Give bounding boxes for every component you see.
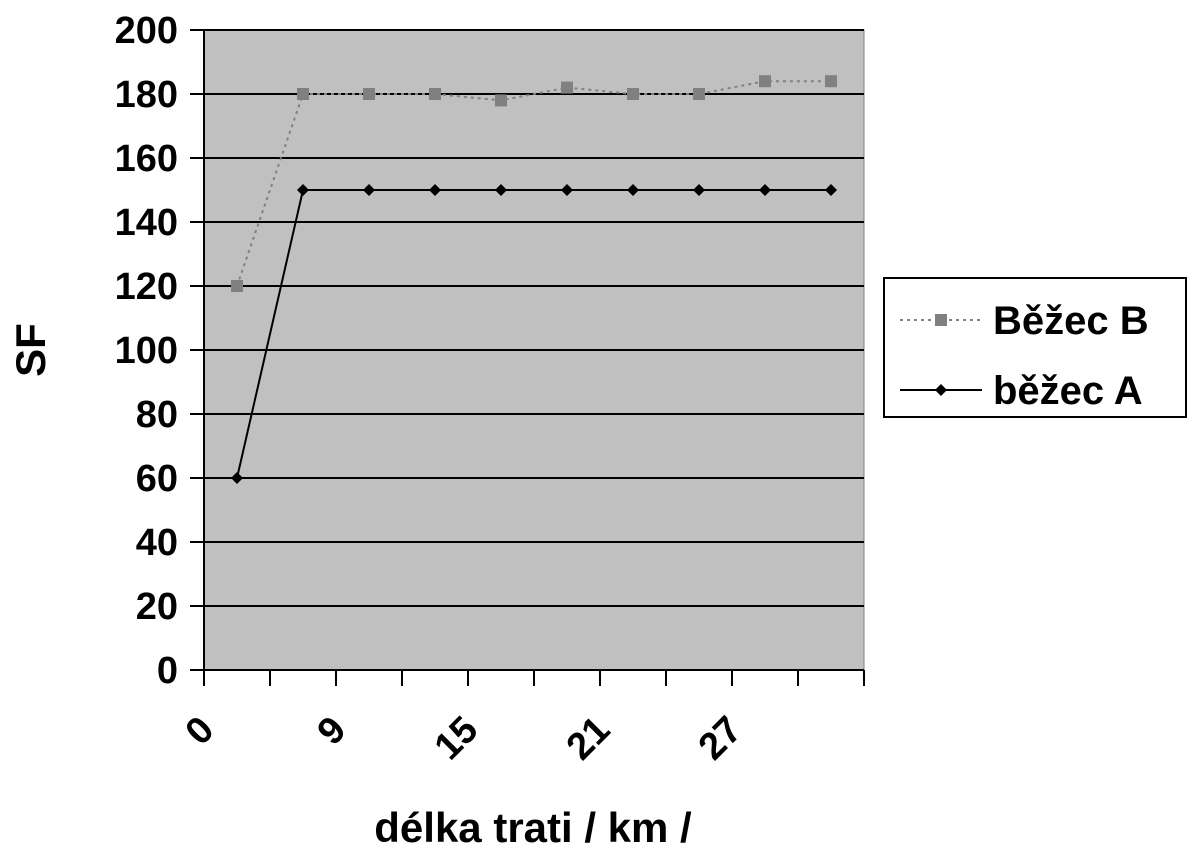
y-tick-label: 20 — [136, 586, 178, 628]
data-point-diamond — [627, 184, 639, 196]
x-axis-ticks: 0 9 15 21 27 — [178, 670, 865, 769]
y-tick-label: 80 — [136, 394, 178, 436]
data-point-diamond — [429, 184, 441, 196]
data-point-diamond — [297, 184, 309, 196]
x-tick-label: 27 — [691, 709, 751, 769]
y-tick-label: 200 — [115, 10, 178, 52]
data-point-square — [363, 88, 375, 100]
data-point-diamond — [759, 184, 771, 196]
data-point-square — [495, 94, 507, 107]
y-tick-label: 140 — [115, 202, 178, 244]
y-tick-label: 60 — [136, 458, 178, 500]
data-point-diamond — [363, 184, 375, 196]
legend-box — [883, 277, 1187, 418]
data-point-diamond — [825, 184, 837, 196]
data-point-square — [693, 88, 705, 100]
data-point-diamond — [561, 184, 573, 196]
data-point-diamond — [495, 184, 507, 196]
data-point-diamond — [231, 472, 243, 484]
x-tick-label: 9 — [310, 709, 355, 754]
x-tick-label: 21 — [559, 709, 619, 769]
data-point-square — [561, 81, 573, 94]
legend-marker-square — [935, 314, 947, 326]
y-tick-label: 120 — [115, 266, 178, 308]
legend-label-a: běžec A — [993, 369, 1143, 413]
y-tick-label: 160 — [115, 138, 178, 180]
data-point-square — [759, 75, 771, 88]
y-axis-ticks: 0 20 40 60 80 100 120 140 160 180 200 — [115, 10, 204, 692]
y-axis-title: SF — [7, 323, 54, 377]
y-tick-label: 180 — [115, 74, 178, 116]
data-point-square — [825, 75, 837, 88]
legend-marker-diamond — [935, 384, 947, 396]
data-point-square — [297, 88, 309, 100]
legend: Běžec B běžec A — [883, 277, 1187, 418]
x-axis-title: délka trati / km / — [374, 804, 692, 851]
legend-label-b: Běžec B — [993, 299, 1149, 343]
series-line — [236, 189, 831, 479]
series-line — [236, 80, 831, 287]
y-tick-label: 40 — [136, 522, 178, 564]
data-point-diamond — [693, 184, 705, 196]
y-tick-label: 100 — [115, 330, 178, 372]
x-tick-label: 0 — [178, 709, 223, 754]
y-tick-label: 0 — [157, 650, 178, 692]
series-layer — [231, 75, 837, 484]
data-point-square — [231, 280, 243, 292]
x-tick-label: 15 — [427, 709, 487, 769]
data-point-square — [627, 88, 639, 100]
data-point-square — [429, 88, 441, 100]
